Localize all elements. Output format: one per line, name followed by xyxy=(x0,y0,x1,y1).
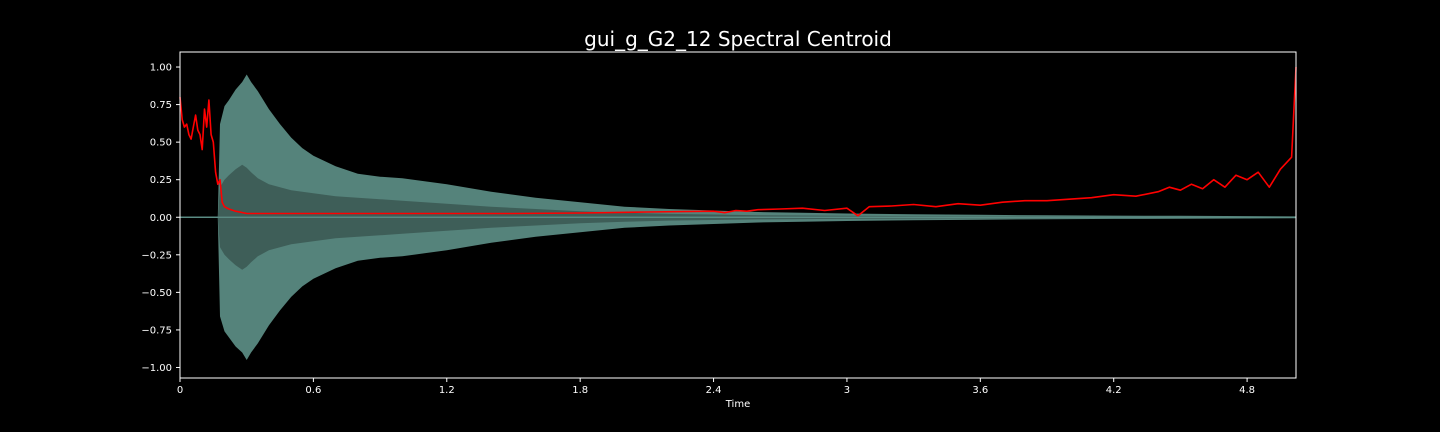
x-tick-label: 3.6 xyxy=(972,385,988,396)
y-tick-label: 0.75 xyxy=(150,100,172,111)
y-tick-label: −1.00 xyxy=(141,363,172,374)
x-tick-label: 3 xyxy=(844,385,850,396)
y-tick-label: −0.75 xyxy=(141,325,172,336)
x-tick-label: 1.2 xyxy=(439,385,455,396)
x-axis-label: Time xyxy=(725,399,750,410)
x-axis: 0 0.6 1.2 1.8 2.4 3 3.6 4.2 4.8 xyxy=(177,378,1255,396)
y-tick-label: 0.50 xyxy=(150,138,172,149)
y-tick-label: −0.50 xyxy=(141,288,172,299)
x-tick-label: 0.6 xyxy=(305,385,321,396)
y-tick-label: 1.00 xyxy=(150,63,172,74)
x-tick-label: 1.8 xyxy=(572,385,588,396)
x-tick-label: 0 xyxy=(177,385,183,396)
chart-title: gui_g_G2_12 Spectral Centroid xyxy=(584,27,892,51)
axes-frame xyxy=(179,51,1297,379)
spectral-centroid-line xyxy=(179,66,1297,217)
y-tick-label: −0.25 xyxy=(141,250,172,261)
x-tick-label: 4.8 xyxy=(1239,385,1255,396)
plot-area xyxy=(179,66,1297,360)
x-tick-label: 4.2 xyxy=(1106,385,1122,396)
y-tick-label: 0.00 xyxy=(150,213,172,224)
x-tick-label: 2.4 xyxy=(706,385,722,396)
y-axis: 1.00 0.75 0.50 0.25 0.00 −0.25 −0.50 −0.75 −1.00 xyxy=(141,63,180,374)
y-tick-label: 0.25 xyxy=(150,175,172,186)
